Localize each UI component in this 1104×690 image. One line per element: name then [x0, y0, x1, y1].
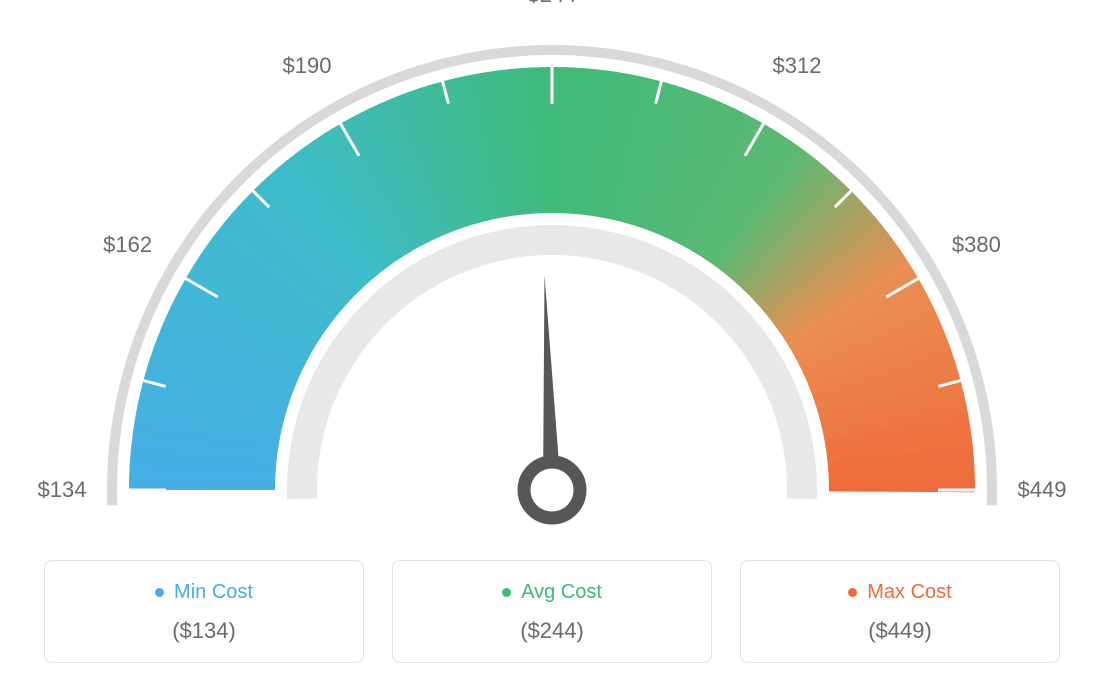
- legend-card-max: Max Cost ($449): [740, 560, 1060, 663]
- legend-row: Min Cost ($134) Avg Cost ($244) Max Cost…: [20, 560, 1084, 663]
- gauge-tick-label: $449: [1018, 477, 1067, 503]
- gauge-svg: [22, 20, 1082, 530]
- legend-value-max: ($449): [751, 618, 1049, 644]
- legend-title-min: Min Cost: [155, 581, 253, 604]
- legend-dot-min: [155, 588, 164, 597]
- gauge-tick-label: $244: [528, 0, 577, 8]
- gauge-tick-label: $162: [103, 232, 152, 258]
- gauge-tick-label: $312: [773, 53, 822, 79]
- legend-label-min: Min Cost: [174, 581, 253, 604]
- legend-label-avg: Avg Cost: [521, 581, 602, 604]
- legend-card-min: Min Cost ($134): [44, 560, 364, 663]
- legend-dot-max: [848, 588, 857, 597]
- legend-title-max: Max Cost: [848, 581, 951, 604]
- gauge-tick-label: $134: [38, 477, 87, 503]
- legend-title-avg: Avg Cost: [502, 581, 602, 604]
- legend-label-max: Max Cost: [867, 581, 951, 604]
- legend-value-avg: ($244): [403, 618, 701, 644]
- gauge-tick-label: $190: [283, 53, 332, 79]
- gauge-tick-label: $380: [952, 232, 1001, 258]
- legend-value-min: ($134): [55, 618, 353, 644]
- legend-dot-avg: [502, 588, 511, 597]
- gauge-container: $134$162$190$244$312$380$449: [22, 20, 1082, 530]
- legend-card-avg: Avg Cost ($244): [392, 560, 712, 663]
